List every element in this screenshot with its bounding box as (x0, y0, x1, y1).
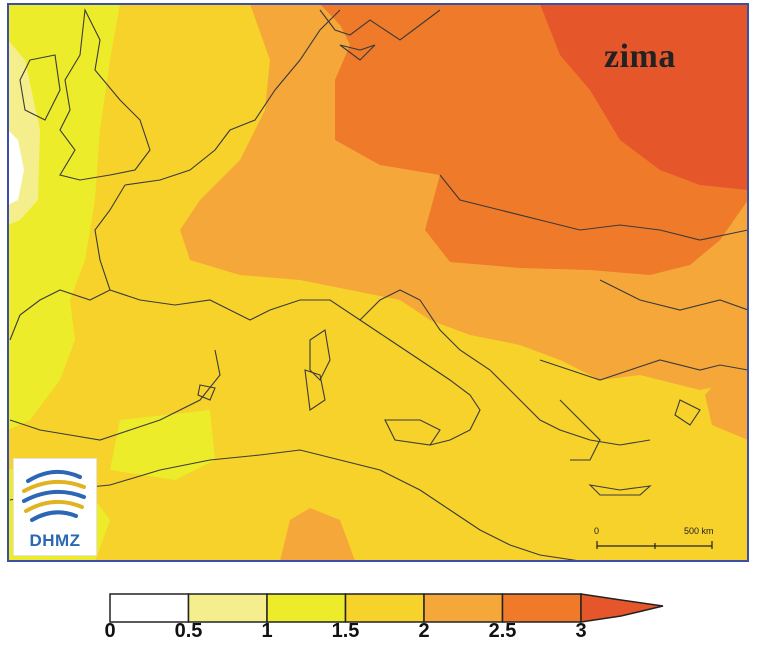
legend-bin-0 (109, 593, 190, 623)
dhmz-swirl-icon (22, 469, 86, 522)
legend-tick-3: 1.5 (331, 620, 360, 642)
legend-tick-1: 0.5 (174, 620, 203, 642)
legend-bin-4 (423, 593, 504, 623)
anomaly-field (8, 4, 748, 561)
coastlines (9, 8, 748, 561)
legend-colorbar (109, 593, 664, 623)
legend-tick-2: 1 (261, 620, 273, 642)
zone-0-0.5 (8, 130, 24, 205)
scale-end-label: 500 km (684, 526, 714, 536)
legend-bin-5 (501, 593, 582, 623)
legend-bin-arrow (580, 593, 664, 623)
logo-text: DHMZ (29, 531, 81, 550)
zone-1-1.5 (8, 4, 120, 430)
legend-tick-4: 2 (418, 620, 430, 642)
scale-start-label: 0 (594, 526, 600, 536)
legend-tick-0: 0 (104, 620, 116, 642)
legend-tick-5: 2.5 (488, 620, 517, 642)
scale-bar (596, 541, 713, 549)
legend-bin-2 (266, 593, 347, 623)
zone-above-3 (540, 4, 748, 190)
legend-bin-1 (187, 593, 268, 623)
dhmz-logo: DHMZ (13, 458, 97, 556)
legend-bin-3 (344, 593, 425, 623)
legend-tick-6: 3 (575, 620, 587, 642)
season-label: zima (604, 38, 676, 75)
map-frame (7, 3, 749, 562)
